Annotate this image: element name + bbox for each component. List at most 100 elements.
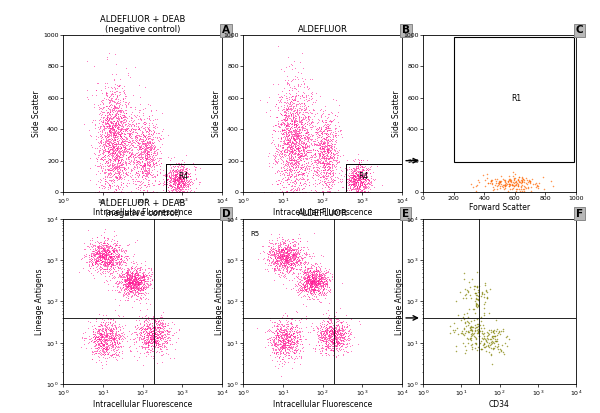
Point (283, 120, 293, 127)
Point (152, 335, 162, 341)
Point (334, 342, 344, 348)
Point (109, 156, 119, 162)
Point (304, 277, 314, 283)
Point (124, 267, 133, 274)
Point (322, 137, 332, 144)
Point (311, 269, 320, 276)
Point (284, 137, 293, 144)
Point (302, 128, 312, 134)
Point (301, 104, 310, 110)
Point (109, 129, 119, 136)
Point (120, 134, 130, 140)
Point (77, 335, 87, 342)
Point (106, 96, 116, 103)
Point (123, 271, 133, 278)
Point (103, 254, 113, 261)
Point (113, 125, 122, 132)
Point (291, 287, 301, 293)
Point (97, 365, 107, 372)
Point (304, 149, 314, 155)
Point (322, 115, 332, 122)
Point (116, 126, 125, 133)
Point (277, 269, 287, 276)
Point (120, 159, 130, 166)
Point (289, 154, 298, 160)
Point (271, 334, 281, 340)
Point (118, 338, 127, 344)
Point (146, 150, 156, 157)
Point (288, 259, 298, 266)
Point (302, 84, 312, 90)
Point (328, 330, 337, 336)
Point (173, 189, 183, 195)
Point (517, 176, 527, 183)
Point (125, 276, 135, 283)
Point (114, 89, 124, 96)
Point (353, 341, 363, 348)
Point (120, 288, 130, 294)
Point (80, 254, 89, 260)
Point (276, 251, 286, 258)
Point (169, 177, 178, 184)
Point (342, 187, 352, 194)
Point (341, 179, 351, 186)
Point (460, 342, 470, 349)
Point (275, 325, 284, 332)
Point (298, 189, 308, 195)
Point (133, 132, 142, 138)
Point (349, 173, 359, 179)
Point (129, 338, 139, 345)
Point (112, 100, 121, 106)
Point (101, 154, 110, 161)
Point (319, 165, 328, 171)
Point (170, 185, 180, 191)
Point (320, 139, 330, 145)
Point (147, 140, 157, 146)
Point (97, 253, 107, 259)
Point (113, 174, 122, 180)
Point (286, 145, 296, 152)
Point (131, 176, 140, 183)
Point (351, 171, 361, 178)
Point (319, 174, 328, 180)
Point (349, 189, 359, 195)
Point (114, 340, 124, 347)
Point (103, 248, 112, 255)
Point (482, 287, 491, 293)
Point (134, 330, 144, 337)
Point (106, 142, 115, 149)
Point (314, 280, 324, 287)
Point (334, 128, 343, 135)
Point (327, 327, 337, 333)
Point (100, 351, 110, 357)
Point (92, 337, 101, 344)
Point (122, 283, 132, 290)
Point (106, 263, 116, 270)
Point (145, 347, 155, 353)
Point (110, 133, 119, 140)
Point (275, 249, 285, 256)
Point (109, 262, 119, 268)
Point (320, 328, 329, 334)
Point (335, 333, 344, 339)
Point (302, 273, 311, 280)
Point (124, 266, 133, 273)
Point (136, 166, 145, 173)
Point (361, 172, 370, 178)
Point (149, 331, 159, 337)
Point (113, 146, 122, 153)
Point (310, 111, 320, 117)
Point (107, 124, 117, 131)
Point (100, 247, 109, 254)
Point (302, 172, 312, 179)
Point (100, 246, 109, 253)
Point (100, 152, 109, 159)
Point (109, 253, 118, 259)
Point (113, 114, 122, 121)
Point (93, 243, 103, 250)
Point (293, 274, 302, 281)
Point (88, 262, 98, 268)
Point (292, 159, 302, 166)
Point (317, 150, 326, 156)
Point (488, 346, 498, 353)
